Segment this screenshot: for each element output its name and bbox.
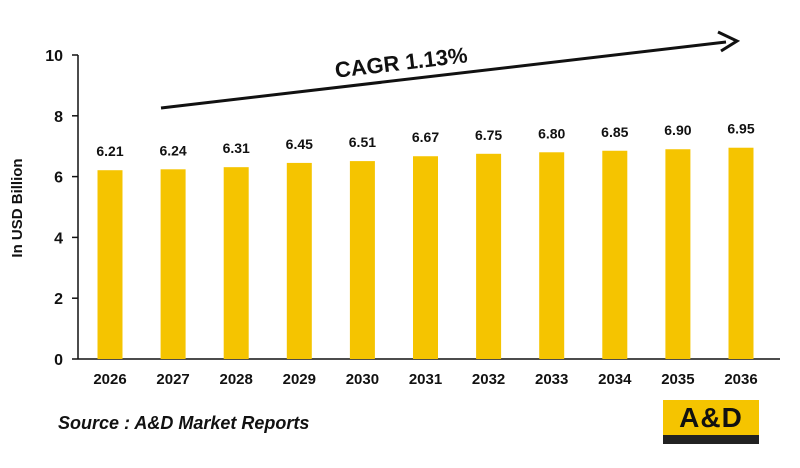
y-tick-label: 10 (45, 48, 63, 65)
y-tick-label: 2 (54, 291, 63, 308)
bar (665, 149, 691, 359)
data-label: 6.85 (601, 124, 628, 140)
y-tick-label: 6 (54, 170, 63, 187)
bar (349, 161, 375, 359)
data-labels: 6.21 6.24 6.31 6.45 6.51 6.67 6.75 6.80 6.85 6.90… (96, 121, 754, 159)
bar (602, 150, 628, 359)
data-label: 6.21 (96, 143, 123, 159)
bar (97, 170, 123, 359)
data-label: 6.67 (412, 129, 439, 145)
data-label: 6.80 (538, 125, 565, 141)
bar (413, 156, 438, 359)
x-tick-label: 2030 (346, 371, 379, 388)
data-label: 6.90 (664, 122, 691, 138)
data-label: 6.31 (223, 140, 250, 156)
data-label: 6.45 (286, 136, 313, 152)
y-tick-label: 4 (54, 230, 63, 247)
y-axis: 0 2 4 6 8 10 (45, 48, 79, 369)
y-tick-label: 8 (54, 109, 63, 126)
bar (728, 147, 754, 359)
bar (223, 167, 249, 359)
bars (97, 147, 754, 359)
cagr-arrow (160, 30, 741, 110)
x-tick-label: 2026 (93, 371, 126, 388)
x-tick-label: 2027 (156, 371, 189, 388)
source-note: Source : A&D Market Reports (58, 413, 310, 433)
x-tick-label: 2031 (409, 371, 442, 388)
data-label: 6.24 (159, 142, 186, 158)
y-axis-title: In USD Billion (9, 158, 26, 257)
brand-logo: A&D (663, 400, 759, 444)
x-tick-label: 2034 (598, 371, 632, 388)
x-tick-label: 2032 (472, 371, 505, 388)
bar (476, 153, 502, 359)
logo-text: A&D (679, 402, 743, 433)
data-label: 6.75 (475, 127, 502, 143)
data-label: 6.51 (349, 134, 376, 150)
bar (539, 152, 565, 359)
x-axis: 2026 2027 2028 2029 2030 2031 2032 2033 2034 2035… (78, 358, 780, 388)
x-tick-label: 2033 (535, 371, 568, 388)
bar (160, 169, 186, 359)
cagr-annotation: CAGR 1.13% (333, 42, 468, 82)
x-tick-label: 2036 (724, 371, 757, 388)
data-label: 6.95 (727, 121, 754, 137)
logo-strip (663, 435, 759, 444)
bar (286, 162, 312, 359)
x-tick-label: 2029 (283, 371, 316, 388)
x-tick-label: 2035 (661, 371, 694, 388)
x-tick-label: 2028 (220, 371, 253, 388)
y-tick-label: 0 (54, 352, 63, 369)
